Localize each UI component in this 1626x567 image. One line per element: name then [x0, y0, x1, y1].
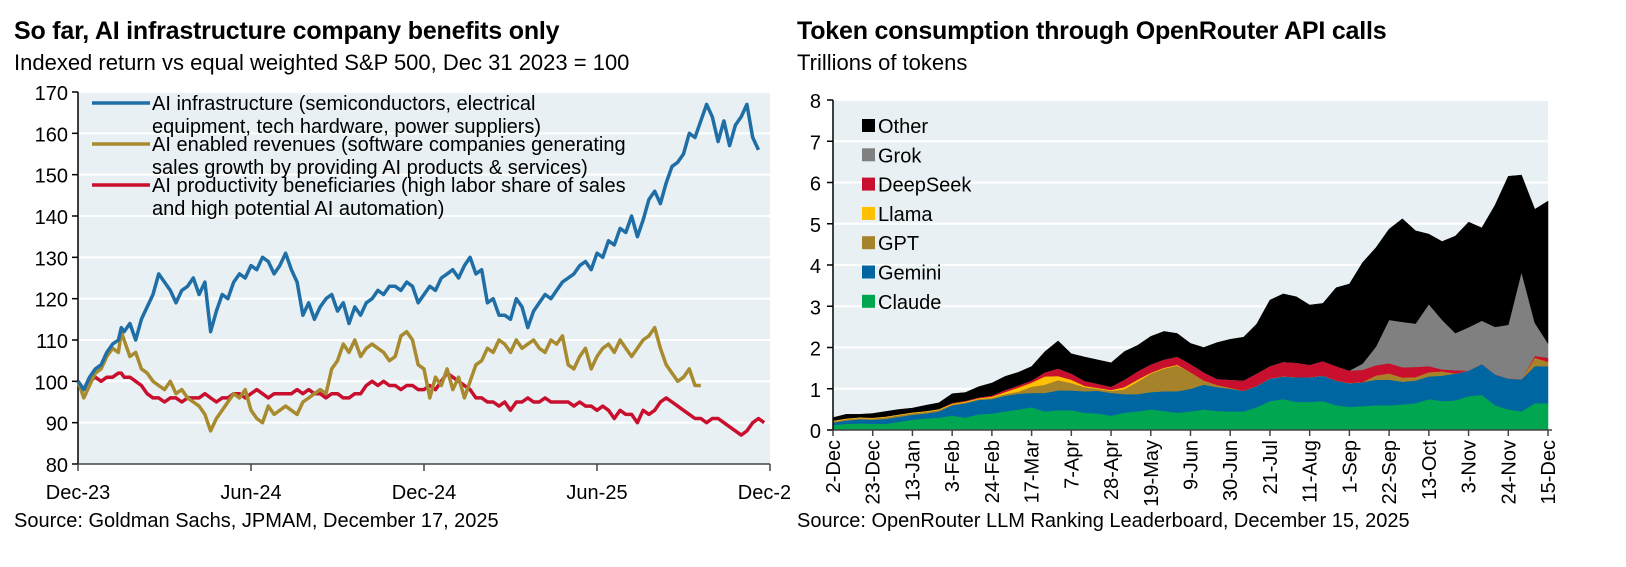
x-tick-label: Dec-23 [46, 482, 110, 504]
x-tick-label: 1-Sep [1339, 440, 1361, 493]
left-chart-title: So far, AI infrastructure company benefi… [14, 17, 560, 45]
y-tick-label: 8 [810, 91, 821, 113]
y-tick-label: 150 [35, 166, 68, 188]
legend-label-claude: Claude [878, 292, 941, 314]
legend-label-grok: Grok [878, 145, 922, 167]
y-tick-label: 130 [35, 248, 68, 270]
right-chart-source: Source: OpenRouter LLM Ranking Leaderboa… [797, 510, 1410, 532]
x-tick-label: 22-Sep [1379, 440, 1401, 505]
plot-background [833, 100, 1548, 430]
legend-swatch-claude [862, 294, 875, 308]
legend-swatch-deepseek [862, 177, 875, 191]
legend-swatch-gemini [862, 265, 875, 279]
y-tick-label: 3 [810, 297, 821, 319]
y-tick-label: 100 [35, 372, 68, 394]
y-tick-label: 6 [810, 174, 821, 196]
x-tick-label: 17-Mar [1022, 440, 1044, 504]
legend-label: AI productivity beneficiaries (high labo… [152, 175, 626, 197]
series-line-ai-infrastructure [76, 102, 761, 392]
x-tick-label: 24-Feb [982, 440, 1004, 503]
x-tick-label: 21-Jul [1260, 440, 1282, 494]
area-claude [832, 394, 1549, 431]
y-tick-label: 170 [35, 83, 68, 105]
y-tick-label: 110 [36, 331, 68, 353]
area-grok [832, 271, 1549, 421]
y-tick-label: 1 [810, 380, 821, 402]
legend-label: equipment, tech hardware, power supplier… [152, 116, 541, 138]
x-tick-label: Jun-24 [220, 482, 281, 504]
legend-label: AI enabled revenues (software companies … [152, 134, 626, 156]
left-chart-panel: So far, AI infrastructure company benefi… [0, 0, 790, 567]
legend-label-other: Other [878, 116, 928, 138]
y-tick-label: 80 [46, 455, 68, 477]
legend-swatch-llama [862, 206, 875, 220]
y-tick-label: 140 [35, 207, 68, 229]
x-tick-label: Dec-24 [392, 482, 456, 504]
legend-swatch-grok [862, 148, 875, 162]
right-chart-title: Token consumption through OpenRouter API… [797, 17, 1387, 45]
area-other [832, 174, 1549, 421]
x-tick-label: 3-Nov [1459, 440, 1481, 493]
right-chart-subtitle: Trillions of tokens [797, 50, 968, 75]
x-tick-label: Jun-25 [566, 482, 627, 504]
y-tick-label: 5 [810, 215, 821, 237]
y-tick-label: 7 [810, 132, 821, 154]
area-llama [832, 357, 1549, 422]
legend-label: AI infrastructure (semiconductors, elect… [152, 93, 535, 115]
x-tick-label: 30-Jun [1220, 440, 1242, 501]
y-tick-label: 4 [810, 256, 821, 278]
x-tick-label: 13-Oct [1419, 440, 1441, 500]
legend-label-deepseek: DeepSeek [878, 175, 972, 197]
x-tick-label: 9-Jun [1181, 440, 1203, 490]
legend-label-gpt: GPT [878, 233, 919, 255]
area-gpt [832, 357, 1549, 423]
legend-label: and high potential AI automation) [152, 198, 444, 220]
y-tick-label: 2 [810, 339, 821, 361]
legend-label-gemini: Gemini [878, 263, 941, 285]
x-tick-label: 11-Aug [1300, 440, 1322, 503]
x-tick-label: 3-Feb [942, 440, 964, 492]
legend-label-llama: Llama [878, 204, 933, 226]
series-line-ai-enabled-revenues [76, 325, 701, 433]
left-chart-source: Source: Goldman Sachs, JPMAM, December 1… [14, 510, 499, 532]
legend-swatch-gpt [862, 236, 875, 250]
y-tick-label: 0 [810, 421, 821, 443]
area-gemini [832, 363, 1549, 426]
x-tick-label: 15-Dec [1538, 440, 1560, 504]
y-tick-label: 160 [35, 124, 68, 146]
legend-swatch-other [862, 119, 875, 132]
x-tick-label: 2-Dec [823, 440, 845, 493]
legend-label: sales growth by providing AI products & … [152, 157, 588, 179]
x-tick-label: 23-Dec [863, 440, 885, 504]
x-tick-label: Dec-25 [738, 482, 790, 504]
area-deepseek [832, 355, 1549, 421]
x-tick-label: 13-Jan [902, 440, 924, 501]
y-tick-label: 120 [35, 290, 68, 312]
x-tick-label: 24-Nov [1498, 440, 1520, 504]
left-chart-subtitle: Indexed return vs equal weighted S&P 500… [14, 50, 630, 75]
y-tick-label: 90 [46, 414, 68, 436]
left-line-chart: 80 90 100 110 120 130 140 150 160 170 Dec-23 Jun-24… [35, 83, 790, 504]
x-tick-label: 19-May [1141, 440, 1163, 507]
x-tick-label: 7-Apr [1061, 440, 1083, 489]
x-tick-label: 28-Apr [1101, 440, 1123, 500]
